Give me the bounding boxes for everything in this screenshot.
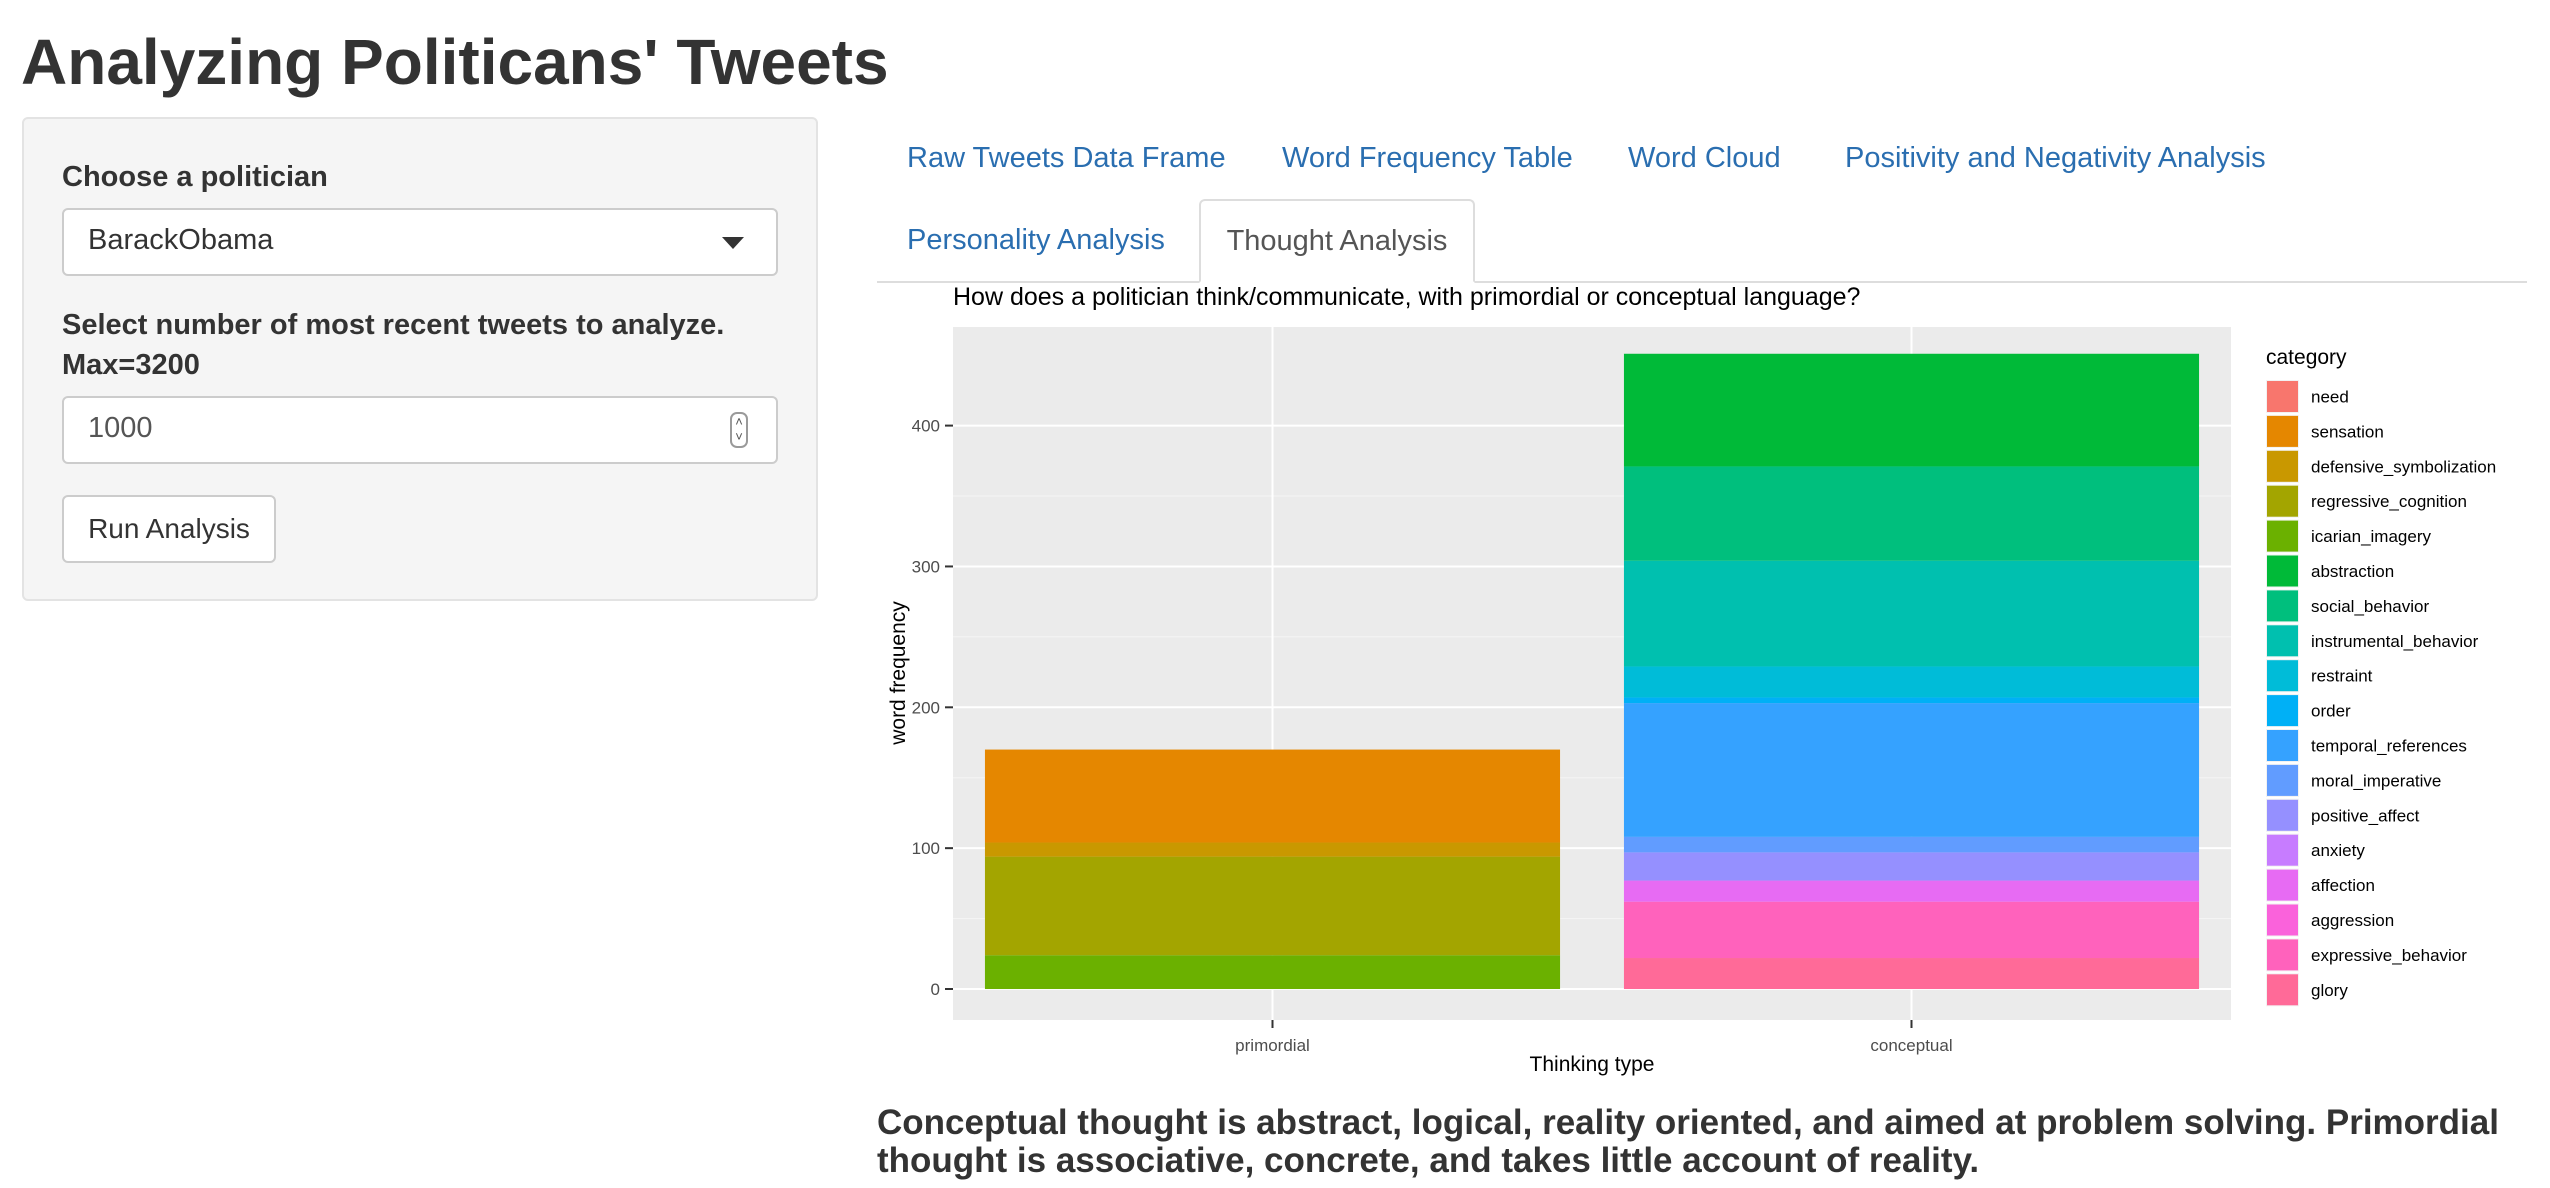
legend-label: need xyxy=(2311,388,2349,407)
axes: 0 100 200 300 400 primordial conceptual xyxy=(912,417,1953,1055)
tweets-count-label: Select number of most recent tweets to a… xyxy=(62,309,725,341)
legend-swatch-defensive_symbolization xyxy=(2267,450,2298,482)
legend-swatch-restraint xyxy=(2267,660,2298,692)
bar-segment-temporal_references xyxy=(1623,703,2200,837)
legend: category need sensation defensive_symboliz… xyxy=(2266,346,2496,1007)
legend-label: restraint xyxy=(2311,667,2373,686)
legend-swatch-expressive_behavior xyxy=(2267,939,2298,971)
legend-label: aggression xyxy=(2311,911,2394,930)
y-axis-label: word frequency xyxy=(887,601,910,746)
bar-segment-defensive_symbolization xyxy=(984,842,1561,857)
legend-swatch-affection xyxy=(2267,869,2298,901)
tab-personality[interactable]: Personality Analysis xyxy=(907,224,1165,256)
legend-label: temporal_references xyxy=(2311,737,2467,756)
chart-title: How does a politician think/communicate,… xyxy=(953,285,1860,311)
tweets-count-input[interactable]: 1000 ˄ ˅ xyxy=(62,396,778,464)
y-tick-label: 0 xyxy=(931,980,940,999)
legend-swatch-glory xyxy=(2267,974,2298,1006)
x-tick-label: conceptual xyxy=(1870,1036,1952,1055)
legend-label: glory xyxy=(2311,981,2348,1000)
x-axis-label: Thinking type xyxy=(1530,1053,1655,1076)
legend-label: affection xyxy=(2311,876,2375,895)
legend-title: category xyxy=(2266,346,2347,369)
legend-label: sensation xyxy=(2311,422,2384,441)
legend-swatch-icarian_imagery xyxy=(2267,520,2298,552)
bar-segment-abstraction xyxy=(1623,353,2200,467)
bar-segment-regressive_cognition xyxy=(984,856,1561,956)
politician-label: Choose a politician xyxy=(62,161,328,193)
caret-down-icon xyxy=(722,237,744,249)
bar-segment-social_behavior xyxy=(1623,466,2200,561)
legend-swatch-need xyxy=(2267,381,2298,412)
legend-label: abstraction xyxy=(2311,562,2394,581)
legend-swatch-regressive_cognition xyxy=(2267,485,2298,517)
bar-segment-icarian_imagery xyxy=(984,955,1561,990)
legend-label: moral_imperative xyxy=(2311,771,2441,790)
bar-segment-glory xyxy=(1623,958,2200,990)
tweets-count-value: 1000 xyxy=(88,412,153,444)
legend-label: icarian_imagery xyxy=(2311,527,2431,546)
bar-segment-moral_imperative xyxy=(1623,836,2200,853)
legend-swatch-abstraction xyxy=(2267,555,2298,587)
tab-word-frequency[interactable]: Word Frequency Table xyxy=(1282,142,1573,174)
bar-segment-restraint xyxy=(1623,666,2200,698)
x-tick-label: primordial xyxy=(1235,1036,1310,1055)
bar-segment-instrumental_behavior xyxy=(1623,560,2200,667)
page-title: Analyzing Politicans' Tweets xyxy=(21,26,889,98)
bar-segment-affection xyxy=(1623,880,2200,902)
y-tick-label: 400 xyxy=(912,417,940,436)
bar-segment-order xyxy=(1623,697,2200,704)
legend-label: instrumental_behavior xyxy=(2311,632,2479,651)
legend-label: positive_affect xyxy=(2311,806,2420,825)
sidebar-panel: Choose a politician BarackObama Select n… xyxy=(22,117,818,601)
legend-label: defensive_symbolization xyxy=(2311,457,2496,476)
politician-select-value: BarackObama xyxy=(88,224,274,256)
politician-select[interactable]: BarackObama xyxy=(62,208,778,276)
y-tick-label: 300 xyxy=(912,557,940,576)
tweets-max-label: Max=3200 xyxy=(62,349,200,381)
legend-label: social_behavior xyxy=(2311,597,2429,616)
bar-segment-positive_affect xyxy=(1623,852,2200,881)
thought-analysis-chart: How does a politician think/communicate,… xyxy=(887,285,2496,1076)
tab-divider xyxy=(877,281,2527,283)
legend-swatch-order xyxy=(2267,695,2298,727)
legend-label: anxiety xyxy=(2311,841,2365,860)
legend-swatch-anxiety xyxy=(2267,834,2298,866)
tab-word-cloud[interactable]: Word Cloud xyxy=(1628,142,1781,174)
y-tick-label: 100 xyxy=(912,839,940,858)
legend-swatch-aggression xyxy=(2267,904,2298,936)
thought-description: Conceptual thought is abstract, logical,… xyxy=(877,1103,2499,1180)
bars xyxy=(984,353,2200,990)
bar-segment-sensation xyxy=(984,749,1561,843)
legend-swatch-instrumental_behavior xyxy=(2267,625,2298,657)
legend-label: order xyxy=(2311,702,2351,721)
legend-label: regressive_cognition xyxy=(2311,492,2467,511)
tab-raw-tweets[interactable]: Raw Tweets Data Frame xyxy=(907,142,1226,174)
tab-thought-analysis[interactable]: Thought Analysis xyxy=(1199,199,1475,283)
legend-label: expressive_behavior xyxy=(2311,946,2467,965)
legend-swatch-positive_affect xyxy=(2267,799,2298,831)
run-analysis-button[interactable]: Run Analysis xyxy=(62,495,276,563)
bar-segment-expressive_behavior xyxy=(1623,901,2200,959)
tab-positivity-negativity[interactable]: Positivity and Negativity Analysis xyxy=(1845,142,2266,174)
spinner-icon[interactable]: ˄ ˅ xyxy=(730,412,748,448)
legend-swatch-sensation xyxy=(2267,415,2298,447)
legend-swatch-social_behavior xyxy=(2267,590,2298,622)
legend-swatch-temporal_references xyxy=(2267,730,2298,761)
y-tick-label: 200 xyxy=(912,698,940,717)
legend-swatch-moral_imperative xyxy=(2267,764,2298,796)
